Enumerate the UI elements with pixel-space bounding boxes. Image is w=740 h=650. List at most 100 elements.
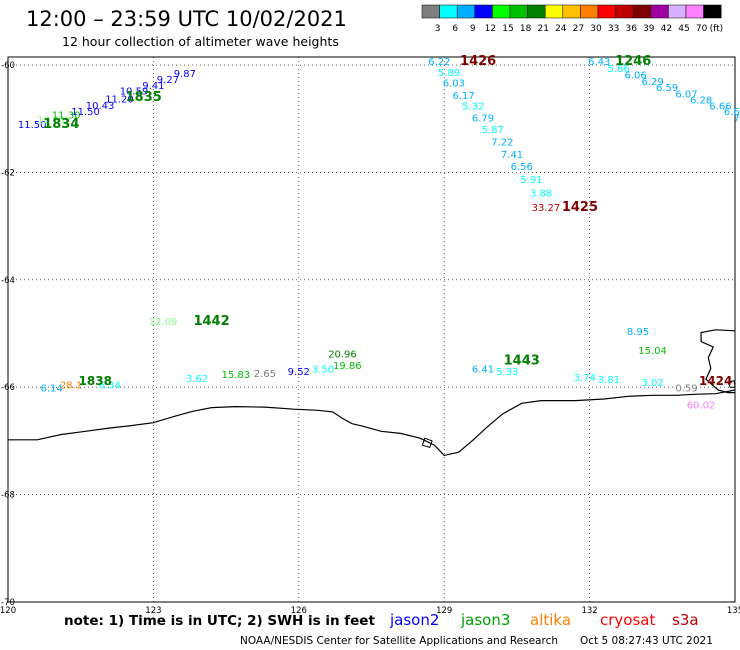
wave-height-reading: 10.59 [120,87,149,98]
wave-height-reading: 6.03 [443,79,465,90]
scale-tick-label: 70 [696,24,708,34]
wave-height-reading: 6.17 [452,91,474,102]
scale-tick-label: 36 [625,24,637,34]
wave-height-reading: 6.07 [675,89,697,100]
wave-height-reading: 6.28 [690,96,712,107]
wave-height-reading: 3.81 [598,375,620,386]
wave-height-reading: 12.09 [149,317,178,328]
wave-height-reading: 6.14 [40,384,62,395]
footer-timestamp: Oct 5 08:27:43 UTC 2021 [580,635,713,647]
scale-tick-label: 24 [555,24,567,34]
lat-tick-label: -60 [1,61,15,71]
scale-swatch [703,4,722,19]
scale-swatch [668,4,687,19]
scale-tick-label: 6 [452,24,458,34]
wave-height-reading: 9.41 [142,81,164,92]
wave-height-reading: 3.62 [186,374,208,385]
map-area: 120 123 126 129 132 135 -60 -62 -64 -66 -68 -70 11.… [0,54,740,616]
footer-note: note: 1) Time is in UTC; 2) SWH is in fe… [64,613,375,629]
wave-height-reading: 5.89 [438,68,460,79]
pass-time-labels: 1834 1835 1426 1246 1425 1442 1443 1838 1424 [43,54,732,388]
wave-height-reading: 2.65 [254,369,276,380]
lon-tick-label: 120 [0,606,16,616]
scale-tick-label: 27 [573,24,584,34]
wave-height-reading: 3.50 [312,365,334,376]
wave-height-reading: 0.59 [675,384,697,395]
scale-tick-label: 15 [502,24,513,34]
scale-swatch [544,4,564,19]
mission-name-cryosat: cryosat [600,611,655,629]
wave-height-reading: 11.30 [52,111,81,122]
pass-time-label: 1443 [504,354,540,369]
wave-height-reading: 3.88 [530,189,552,200]
scale-tick-label: 21 [537,24,548,34]
scale-tick-label: 33 [608,24,619,34]
map-gridlines [8,57,735,602]
wave-height-reading: 12.81 [37,116,66,127]
scale-swatch [597,4,616,19]
wave-height-reading: 15.04 [638,346,667,357]
wave-height-reading: 3.74 [574,373,596,384]
wave-height-color-scale: 3 6 9 12 15 18 21 24 27 30 33 36 39 42 45 70 (ft) [421,4,724,34]
pass-time-label: 1834 [43,117,79,132]
mission-legend: jason2 jason3 altika cryosat s3a [389,611,699,629]
axis-tick-labels: 120 123 126 129 132 135 -60 -62 -64 -66 -68 -70 [0,61,740,616]
scale-swatch [456,4,476,19]
wave-height-reading: 9.52 [288,367,310,378]
scale-tick-label: 18 [520,24,532,34]
wave-height-reading: 10.43 [86,101,115,112]
scale-swatch [615,4,634,19]
wave-height-reading: 60.02 [687,401,716,412]
scale-swatch [685,4,704,19]
wave-height-reading: 6.43 [588,57,610,68]
wave-height-reading: 28.1 [60,380,82,391]
scale-swatch [580,4,599,19]
figure-title: 12:00 – 23:59 UTC 10/02/2021 [26,7,347,31]
coastline [8,329,736,457]
wave-height-readings: 11.5012.8111.3011.5010.4311.2010.599.419… [18,57,740,412]
wave-height-reading: 33.27 [532,203,561,214]
scale-swatch [492,4,511,19]
scale-tick-label: 3 [435,24,441,34]
mission-name-s3a: s3a [672,611,699,629]
wave-height-reading: 11.50 [18,120,47,131]
wave-height-reading: 7.22 [491,138,513,149]
lon-tick-label: 132 [581,606,597,616]
wave-height-reading: 5.33 [496,367,518,378]
pass-time-label: 1442 [193,314,229,329]
scale-swatch [421,4,440,19]
lon-tick-label: 126 [291,606,307,616]
antarctic-coastline [8,389,736,457]
wave-height-reading: 8.95 [627,327,649,338]
scale-swatch [632,4,652,19]
wave-height-reading: 6.29 [641,77,663,88]
footer-credit: NOAA/NESDIS Center for Satellite Applica… [240,635,558,647]
wave-height-reading: 6.34 [99,380,121,391]
wave-height-reading: 6.79 [472,113,494,124]
scale-unit-label: (ft) [710,24,724,34]
wave-height-reading: 5.32 [462,102,484,113]
scale-tick-label: 45 [678,24,689,34]
lat-tick-label: -66 [1,383,15,393]
pass-time-label: 1424 [699,374,732,388]
wave-height-reading: 5.87 [482,125,504,136]
mission-name-jason2: jason2 [389,611,439,629]
wave-height-reading: 11.50 [71,107,100,118]
wave-height-reading: 5.66 [608,64,630,75]
mission-name-altika: altika [530,611,571,629]
wave-height-reading: 19.86 [333,361,362,372]
scale-tick-label: 12 [485,24,496,34]
lat-tick-label: -64 [1,276,15,286]
wave-height-reading: 3.02 [641,378,663,389]
scale-swatch [439,4,458,19]
pass-time-label: 1838 [79,374,112,388]
scale-tick-label: 9 [470,24,476,34]
wave-height-reading: 6.62 [724,107,740,118]
scale-tick-label: 42 [661,24,672,34]
island-outline [726,380,736,388]
mission-name-jason3: jason3 [460,611,510,629]
lat-tick-label: -68 [1,491,15,501]
pass-time-label: 1426 [460,54,496,69]
wave-height-reading: 9.27 [157,75,179,86]
